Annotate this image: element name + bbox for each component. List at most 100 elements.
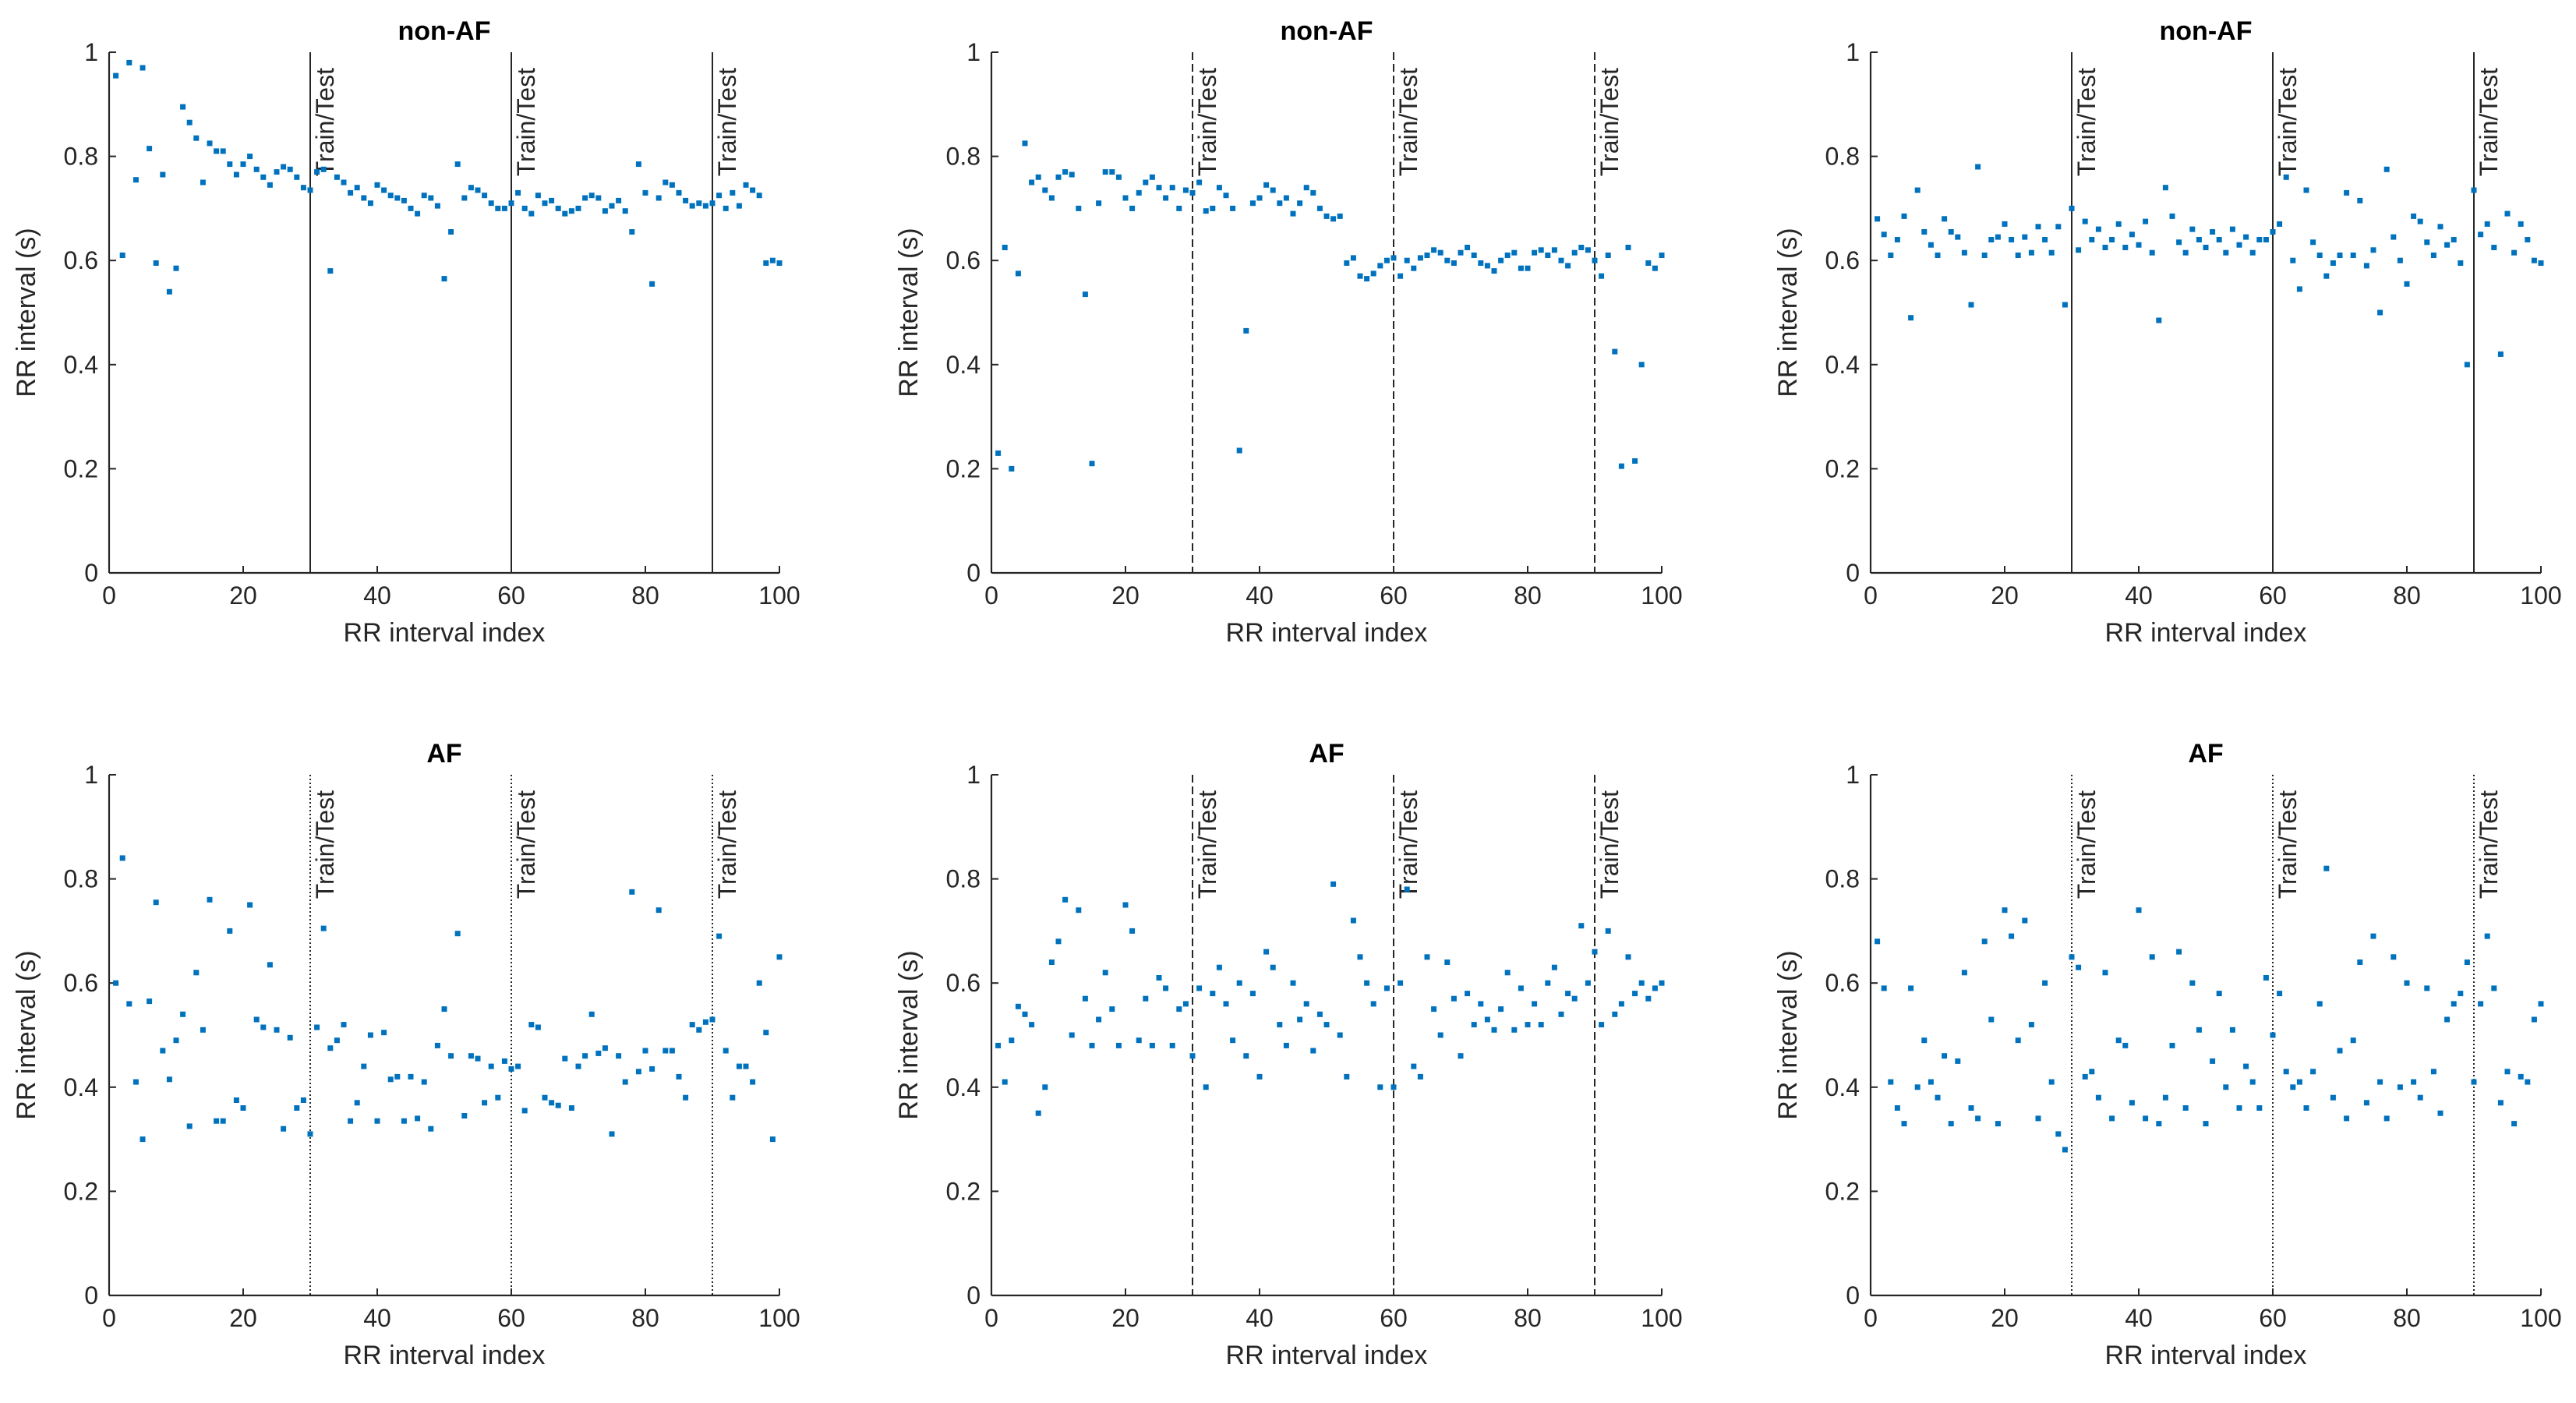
data-point (448, 229, 454, 235)
data-point (2484, 933, 2490, 939)
data-point (501, 205, 507, 211)
data-point (655, 907, 662, 914)
data-point (2055, 1131, 2062, 1137)
train-test-label: Train/Test (2475, 68, 2503, 176)
x-tick-label: 60 (497, 581, 525, 610)
data-point (160, 1048, 166, 1054)
data-point (750, 1079, 756, 1085)
data-point (166, 1076, 172, 1083)
data-point (2189, 226, 2196, 232)
data-point (1404, 886, 1410, 892)
data-point (354, 185, 360, 191)
data-point (683, 1094, 689, 1101)
data-point (1223, 193, 1229, 199)
data-point (1249, 991, 1256, 997)
data-point (1592, 257, 1598, 263)
data-point (1249, 200, 1256, 207)
data-point (1981, 938, 1988, 945)
data-point (2363, 1100, 2369, 1106)
data-point (1277, 1022, 1283, 1028)
data-point (320, 166, 327, 172)
data-point (1625, 954, 1631, 960)
data-point (2156, 317, 2162, 323)
data-point (736, 203, 742, 209)
data-point (1069, 171, 1075, 178)
data-point (1504, 253, 1511, 258)
data-point (1283, 195, 1289, 201)
data-point (2089, 237, 2095, 242)
data-point (1471, 253, 1477, 258)
data-point (2383, 166, 2390, 172)
data-point (2229, 226, 2235, 232)
data-point (1203, 1084, 1209, 1090)
y-tick-label: 0.6 (1825, 969, 1860, 997)
data-point (1344, 1073, 1350, 1080)
data-point (441, 276, 447, 282)
data-point (1431, 1006, 1437, 1012)
data-point (448, 1053, 454, 1059)
data-point (669, 1048, 675, 1054)
y-tick-label: 0 (1846, 559, 1860, 587)
data-point (2095, 1094, 2101, 1101)
data-point (394, 195, 401, 201)
data-point (2169, 213, 2175, 219)
data-point (415, 210, 421, 217)
x-axis-label: RR interval index (344, 1341, 546, 1370)
data-point (126, 1001, 133, 1007)
data-point (434, 1042, 440, 1048)
data-point (2169, 1042, 2175, 1048)
y-tick-label: 0 (84, 1281, 98, 1309)
data-point (1585, 980, 1591, 986)
data-point (2511, 249, 2518, 256)
x-tick-label: 20 (229, 581, 257, 610)
data-point (2182, 249, 2189, 256)
data-point (2518, 221, 2524, 227)
data-point (1189, 189, 1196, 196)
x-tick-label: 0 (102, 581, 116, 610)
data-point (568, 1105, 574, 1111)
data-point (1176, 205, 1182, 211)
data-point (2243, 1063, 2249, 1069)
data-point (562, 210, 568, 217)
data-point (2277, 991, 2283, 997)
data-point (2444, 242, 2451, 248)
data-point (2129, 231, 2135, 238)
data-point (1035, 174, 1041, 180)
data-point (2176, 239, 2182, 246)
data-point (1875, 216, 1881, 222)
data-point (320, 925, 327, 931)
data-point (723, 1048, 729, 1054)
data-point (2471, 187, 2477, 193)
data-point (274, 169, 280, 175)
data-point (2283, 1069, 2289, 1075)
data-point (649, 281, 655, 287)
y-axis-label: RR interval (s) (12, 950, 41, 1119)
data-point (1297, 200, 1303, 207)
data-point (348, 1118, 354, 1124)
data-point (341, 179, 347, 186)
data-point (374, 182, 380, 188)
data-point (2430, 1069, 2436, 1075)
data-point (2009, 237, 2015, 242)
data-point (1203, 208, 1209, 214)
data-point (2357, 197, 2363, 203)
data-point (689, 1022, 695, 1028)
data-point (2069, 954, 2075, 960)
data-point (2451, 237, 2457, 242)
data-point (314, 169, 320, 175)
data-point (2478, 231, 2484, 238)
data-point (1263, 949, 1270, 955)
data-point (716, 193, 723, 199)
y-tick-label: 0.2 (946, 1177, 981, 1205)
data-point (1592, 949, 1598, 955)
data-point (2430, 253, 2436, 258)
data-point (1981, 253, 1988, 258)
train-test-label: Train/Test (2072, 790, 2101, 899)
data-point (2316, 1001, 2323, 1007)
y-tick-label: 0.2 (1825, 1177, 1860, 1205)
data-point (281, 164, 287, 170)
x-tick-label: 80 (631, 1304, 659, 1332)
data-point (2538, 260, 2544, 266)
x-tick-label: 40 (363, 1304, 391, 1332)
data-point (1015, 1003, 1021, 1009)
